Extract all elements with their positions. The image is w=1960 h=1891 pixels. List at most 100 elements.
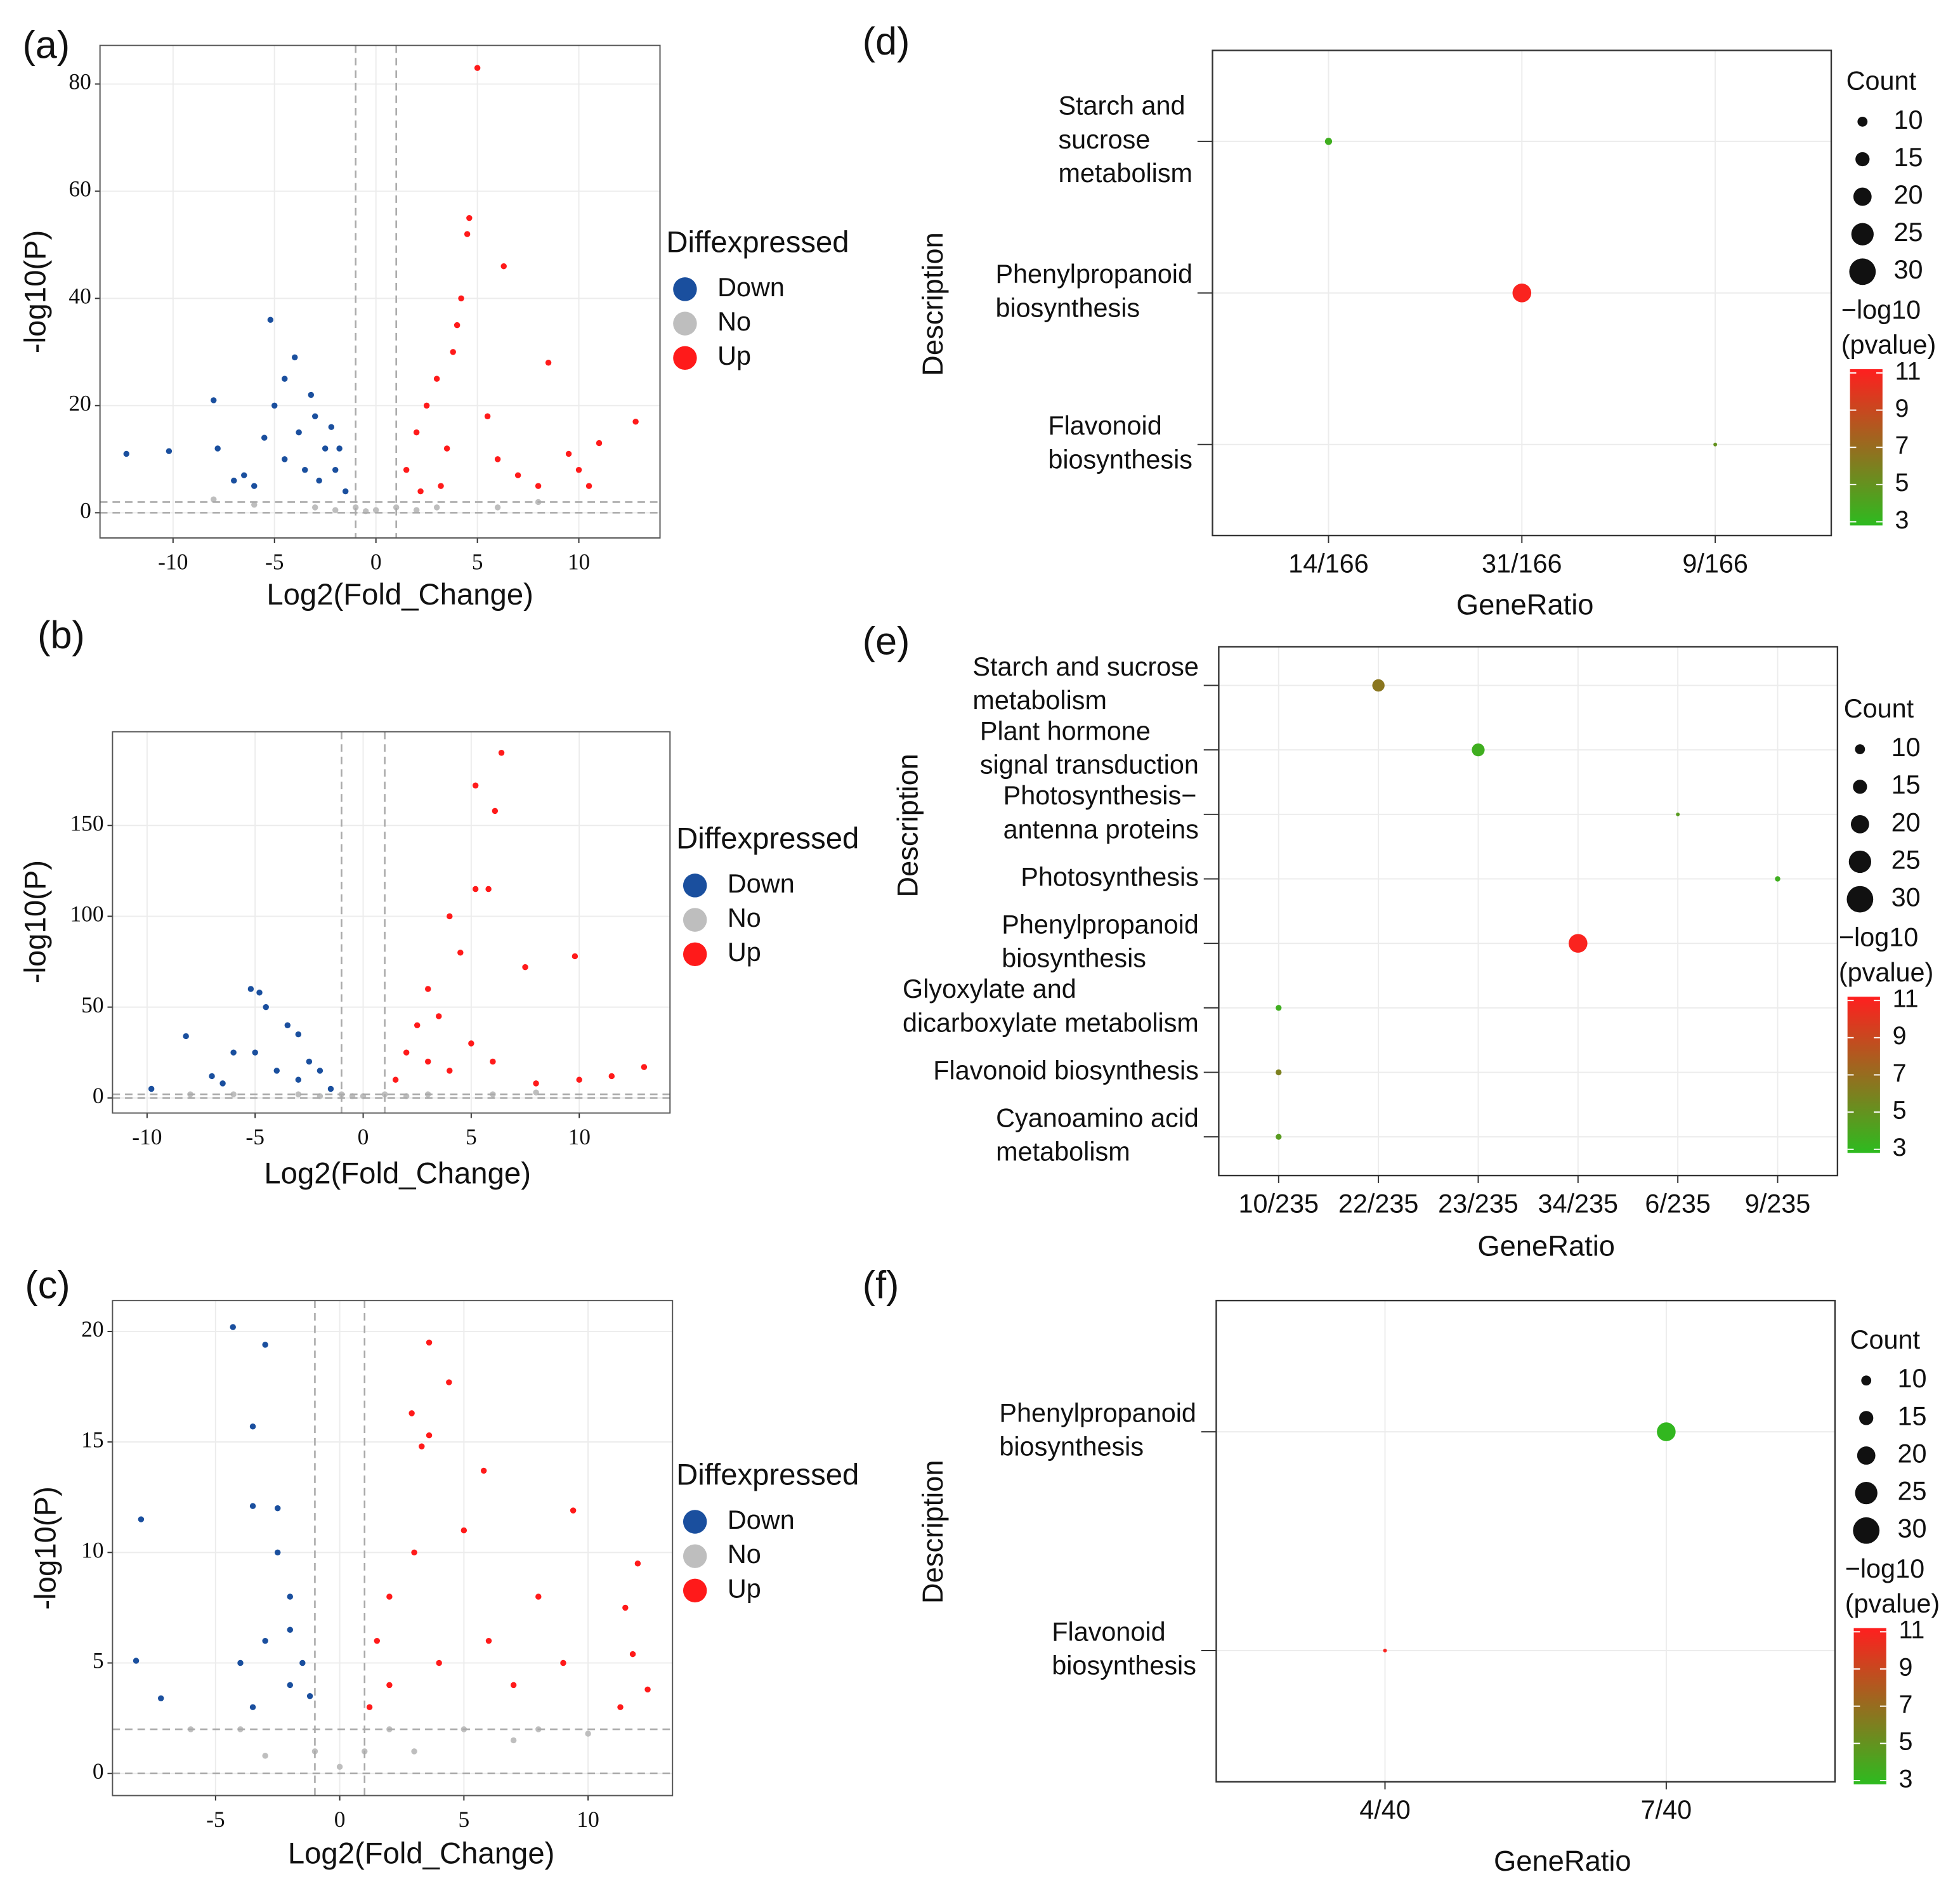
y-tick-label: 150 xyxy=(70,810,103,835)
point xyxy=(632,418,639,425)
point xyxy=(535,1593,542,1600)
point xyxy=(262,1342,268,1348)
size-legend-dot xyxy=(1859,1411,1874,1425)
plot-background xyxy=(112,731,670,1113)
y-axis-label: -log10(P) xyxy=(29,1486,62,1609)
point xyxy=(426,1432,433,1439)
point xyxy=(317,1068,323,1074)
point xyxy=(560,1659,566,1666)
legend-label: Up xyxy=(717,341,751,370)
size-legend-label: 10 xyxy=(1897,1364,1926,1393)
legend-title: (pvalue) xyxy=(1845,1589,1940,1618)
legend-label: Down xyxy=(728,1505,795,1534)
point xyxy=(392,1076,399,1083)
y-tick-label: Phenylpropanoid xyxy=(1002,910,1199,939)
colorbar-label: 5 xyxy=(1898,1728,1912,1756)
point xyxy=(644,1686,651,1693)
x-tick-label: 31/166 xyxy=(1482,549,1562,578)
point xyxy=(572,953,578,960)
point xyxy=(251,501,258,508)
y-tick-label: Flavonoid biosynthesis xyxy=(933,1056,1199,1085)
point xyxy=(352,504,359,511)
y-tick-label: 10 xyxy=(81,1537,103,1562)
point xyxy=(464,231,471,237)
y-tick-label: 5 xyxy=(93,1648,104,1673)
y-tick-label: 0 xyxy=(80,497,91,523)
y-tick-label: Glyoxylate and xyxy=(903,974,1076,1004)
point xyxy=(366,1704,373,1710)
y-tick-label: biosynthesis xyxy=(995,293,1140,322)
point xyxy=(247,986,254,992)
x-tick-label: 14/166 xyxy=(1288,549,1369,578)
point xyxy=(461,1527,467,1534)
point xyxy=(267,317,274,323)
size-legend-label: 25 xyxy=(1894,218,1923,247)
plot-border xyxy=(1215,1299,1836,1783)
colorbar-label: 11 xyxy=(1893,985,1919,1013)
colorbar-label: 5 xyxy=(1895,469,1909,497)
size-legend-dot xyxy=(1857,1446,1876,1465)
colorbar-label: 3 xyxy=(1898,1765,1912,1793)
x-axis-label: Log2(Fold_Change) xyxy=(264,1157,531,1191)
point xyxy=(622,1604,629,1611)
y-tick-label: dicarboxylate metabolism xyxy=(903,1008,1199,1037)
x-tick-label: 9/166 xyxy=(1682,549,1748,578)
legend-label: No xyxy=(717,307,751,336)
colorbar-label: 9 xyxy=(1893,1022,1907,1050)
point xyxy=(386,1682,393,1689)
point xyxy=(133,1658,140,1664)
size-legend-label: 20 xyxy=(1891,808,1921,837)
x-tick-label: 4/40 xyxy=(1359,1795,1411,1824)
point xyxy=(274,1505,281,1512)
legend-swatch xyxy=(683,908,707,932)
panel-label: (b) xyxy=(37,613,85,657)
x-tick-label: 23/235 xyxy=(1438,1189,1519,1218)
x-tick-label: 6/235 xyxy=(1645,1189,1711,1218)
point xyxy=(413,507,420,513)
y-tick-label: 20 xyxy=(81,1316,103,1342)
point xyxy=(494,456,501,462)
legend-swatch xyxy=(673,346,697,370)
point xyxy=(322,445,329,452)
point xyxy=(311,413,318,420)
x-tick-label: 5 xyxy=(458,1807,469,1832)
x-tick-label: 7/40 xyxy=(1641,1795,1692,1824)
point xyxy=(485,1637,492,1644)
point xyxy=(446,1379,452,1385)
x-tick-label: -5 xyxy=(206,1807,225,1832)
point xyxy=(641,1064,648,1070)
point xyxy=(408,1410,415,1417)
x-tick-label: -10 xyxy=(158,549,188,575)
plot-background xyxy=(1218,646,1838,1176)
x-tick-label: 9/235 xyxy=(1745,1189,1811,1218)
colorbar-label: 7 xyxy=(1893,1059,1907,1087)
point xyxy=(454,322,461,329)
x-axis-label: GeneRatio xyxy=(1477,1229,1615,1262)
colorbar-label: 3 xyxy=(1893,1134,1907,1161)
y-tick-label: 100 xyxy=(70,901,103,927)
point xyxy=(413,429,420,436)
point xyxy=(472,782,479,789)
point xyxy=(262,1753,268,1759)
y-tick-label: Photosynthesis− xyxy=(1003,781,1197,810)
point xyxy=(241,472,247,478)
size-legend-dot xyxy=(1861,1375,1872,1386)
point xyxy=(230,1091,237,1097)
point xyxy=(251,483,258,489)
dot xyxy=(1276,1069,1282,1076)
legend-title: −log10 xyxy=(1845,1554,1924,1583)
size-legend-dot xyxy=(1846,886,1874,913)
x-tick-label: -5 xyxy=(245,1124,265,1149)
point xyxy=(458,295,464,302)
point xyxy=(545,360,552,366)
point xyxy=(533,1080,539,1087)
point xyxy=(214,445,221,452)
size-legend-label: 20 xyxy=(1894,180,1923,209)
y-tick-label: biosynthesis xyxy=(999,1432,1144,1462)
size-legend-dot xyxy=(1850,815,1869,834)
point xyxy=(585,1731,591,1737)
dot xyxy=(1276,1134,1282,1140)
legend-title: Diffexpressed xyxy=(666,225,849,259)
x-axis-label: Log2(Fold_Change) xyxy=(288,1837,555,1871)
legend-title: Count xyxy=(1844,694,1914,723)
